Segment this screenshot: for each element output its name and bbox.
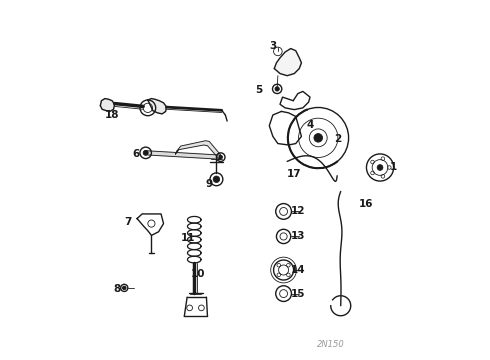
Text: 18: 18 <box>105 110 120 120</box>
Text: 16: 16 <box>359 199 373 209</box>
Text: 7: 7 <box>124 217 131 227</box>
Text: 11: 11 <box>181 233 196 243</box>
Text: 1: 1 <box>390 162 397 172</box>
Text: 6: 6 <box>132 149 140 159</box>
Text: 17: 17 <box>287 168 302 179</box>
Polygon shape <box>146 151 220 159</box>
Circle shape <box>143 150 148 156</box>
Circle shape <box>122 286 126 290</box>
Polygon shape <box>148 99 167 114</box>
Text: 2: 2 <box>334 134 342 144</box>
Text: 2N150: 2N150 <box>317 340 344 349</box>
Text: 15: 15 <box>291 289 305 298</box>
Circle shape <box>314 134 322 142</box>
Text: 5: 5 <box>255 85 262 95</box>
Polygon shape <box>175 141 220 159</box>
Text: 9: 9 <box>205 179 212 189</box>
Polygon shape <box>274 49 301 76</box>
Polygon shape <box>137 214 164 235</box>
Circle shape <box>219 156 222 159</box>
Circle shape <box>275 87 279 91</box>
Circle shape <box>377 165 383 170</box>
Text: 14: 14 <box>291 265 305 275</box>
Text: 13: 13 <box>291 231 305 242</box>
Text: 10: 10 <box>191 269 205 279</box>
Polygon shape <box>100 99 115 111</box>
Circle shape <box>213 176 220 183</box>
Text: 4: 4 <box>306 120 314 130</box>
Text: 3: 3 <box>269 41 276 51</box>
Text: 8: 8 <box>114 284 121 294</box>
Text: 12: 12 <box>291 206 305 216</box>
